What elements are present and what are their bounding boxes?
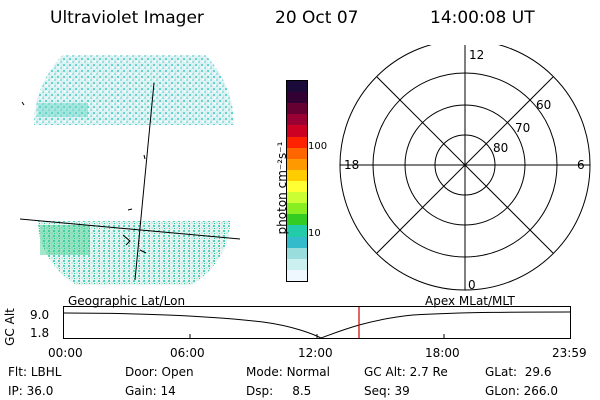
gc-alt-axis-label: GC Alt bbox=[3, 308, 17, 346]
colorbar-tick-10: 10 bbox=[308, 228, 321, 239]
lat-label-70: 70 bbox=[515, 121, 530, 135]
y-tick-9: 9.0 bbox=[30, 308, 50, 322]
lat-label-80: 80 bbox=[493, 141, 508, 155]
lower-disk-segment bbox=[38, 221, 230, 285]
mlt-label-6: 6 bbox=[577, 158, 585, 172]
mlt-label-12: 12 bbox=[469, 48, 484, 62]
x-tick-1200: 12:00 bbox=[298, 346, 333, 360]
glon-info: GLon: 266.0 bbox=[485, 384, 558, 398]
altitude-strip bbox=[63, 306, 571, 339]
colorbar-band bbox=[287, 136, 307, 148]
gc-alt-info: GC Alt: 2.7 Re bbox=[364, 365, 448, 379]
date-label: 20 Oct 07 bbox=[275, 8, 359, 28]
y-tick-1-8: 1.8 bbox=[30, 326, 50, 340]
mode-info: Mode: Normal bbox=[246, 365, 330, 379]
colorbar-band bbox=[287, 180, 307, 193]
colorbar-band bbox=[287, 169, 307, 181]
filter-info: Flt: LBHL bbox=[8, 365, 62, 379]
polar-plot: 12 0 18 6 60 70 80 bbox=[339, 45, 591, 292]
uv-image bbox=[19, 55, 241, 285]
colorbar-band bbox=[287, 114, 307, 126]
mlt-label-18: 18 bbox=[344, 158, 359, 172]
colorbar-band bbox=[287, 103, 307, 115]
colorbar-band bbox=[287, 258, 307, 270]
seq-info: Seq: 39 bbox=[364, 384, 410, 398]
colorbar-band bbox=[287, 225, 307, 237]
instrument-title: Ultraviolet Imager bbox=[50, 8, 204, 28]
colorbar-band bbox=[287, 147, 307, 159]
door-info: Door: Open bbox=[125, 365, 194, 379]
time-label: 14:00:08 UT bbox=[430, 8, 535, 28]
glat-info: GLat: 29.6 bbox=[485, 365, 552, 379]
colorbar-unit-label: photon cm⁻²s⁻¹ bbox=[275, 141, 289, 235]
colorbar-band bbox=[287, 247, 307, 259]
dsp-info: Dsp: 8.5 bbox=[246, 384, 312, 398]
apex-label: Apex MLat/MLT bbox=[425, 294, 515, 308]
geographic-label: Geographic Lat/Lon bbox=[68, 294, 186, 308]
mlt-label-0: 0 bbox=[468, 278, 476, 292]
colorbar-band bbox=[287, 125, 307, 137]
x-tick-1800: 18:00 bbox=[425, 346, 460, 360]
colorbar-band bbox=[287, 203, 307, 215]
ip-info: IP: 36.0 bbox=[8, 384, 54, 398]
colorbar bbox=[286, 80, 308, 282]
colorbar-band bbox=[287, 158, 307, 170]
colorbar-band bbox=[287, 236, 307, 248]
altitude-curve bbox=[63, 311, 571, 339]
x-tick-0000: 00:00 bbox=[48, 346, 83, 360]
lat-label-60: 60 bbox=[536, 98, 551, 112]
colorbar-band bbox=[287, 81, 307, 93]
colorbar-band bbox=[287, 192, 307, 204]
colorbar-band bbox=[287, 269, 307, 281]
colorbar-tick-100: 100 bbox=[308, 141, 328, 152]
colorbar-band bbox=[287, 214, 307, 226]
x-tick-0600: 06:00 bbox=[170, 346, 205, 360]
x-tick-2359: 23:59 bbox=[552, 346, 587, 360]
colorbar-band bbox=[287, 92, 307, 104]
gain-info: Gain: 14 bbox=[125, 384, 176, 398]
